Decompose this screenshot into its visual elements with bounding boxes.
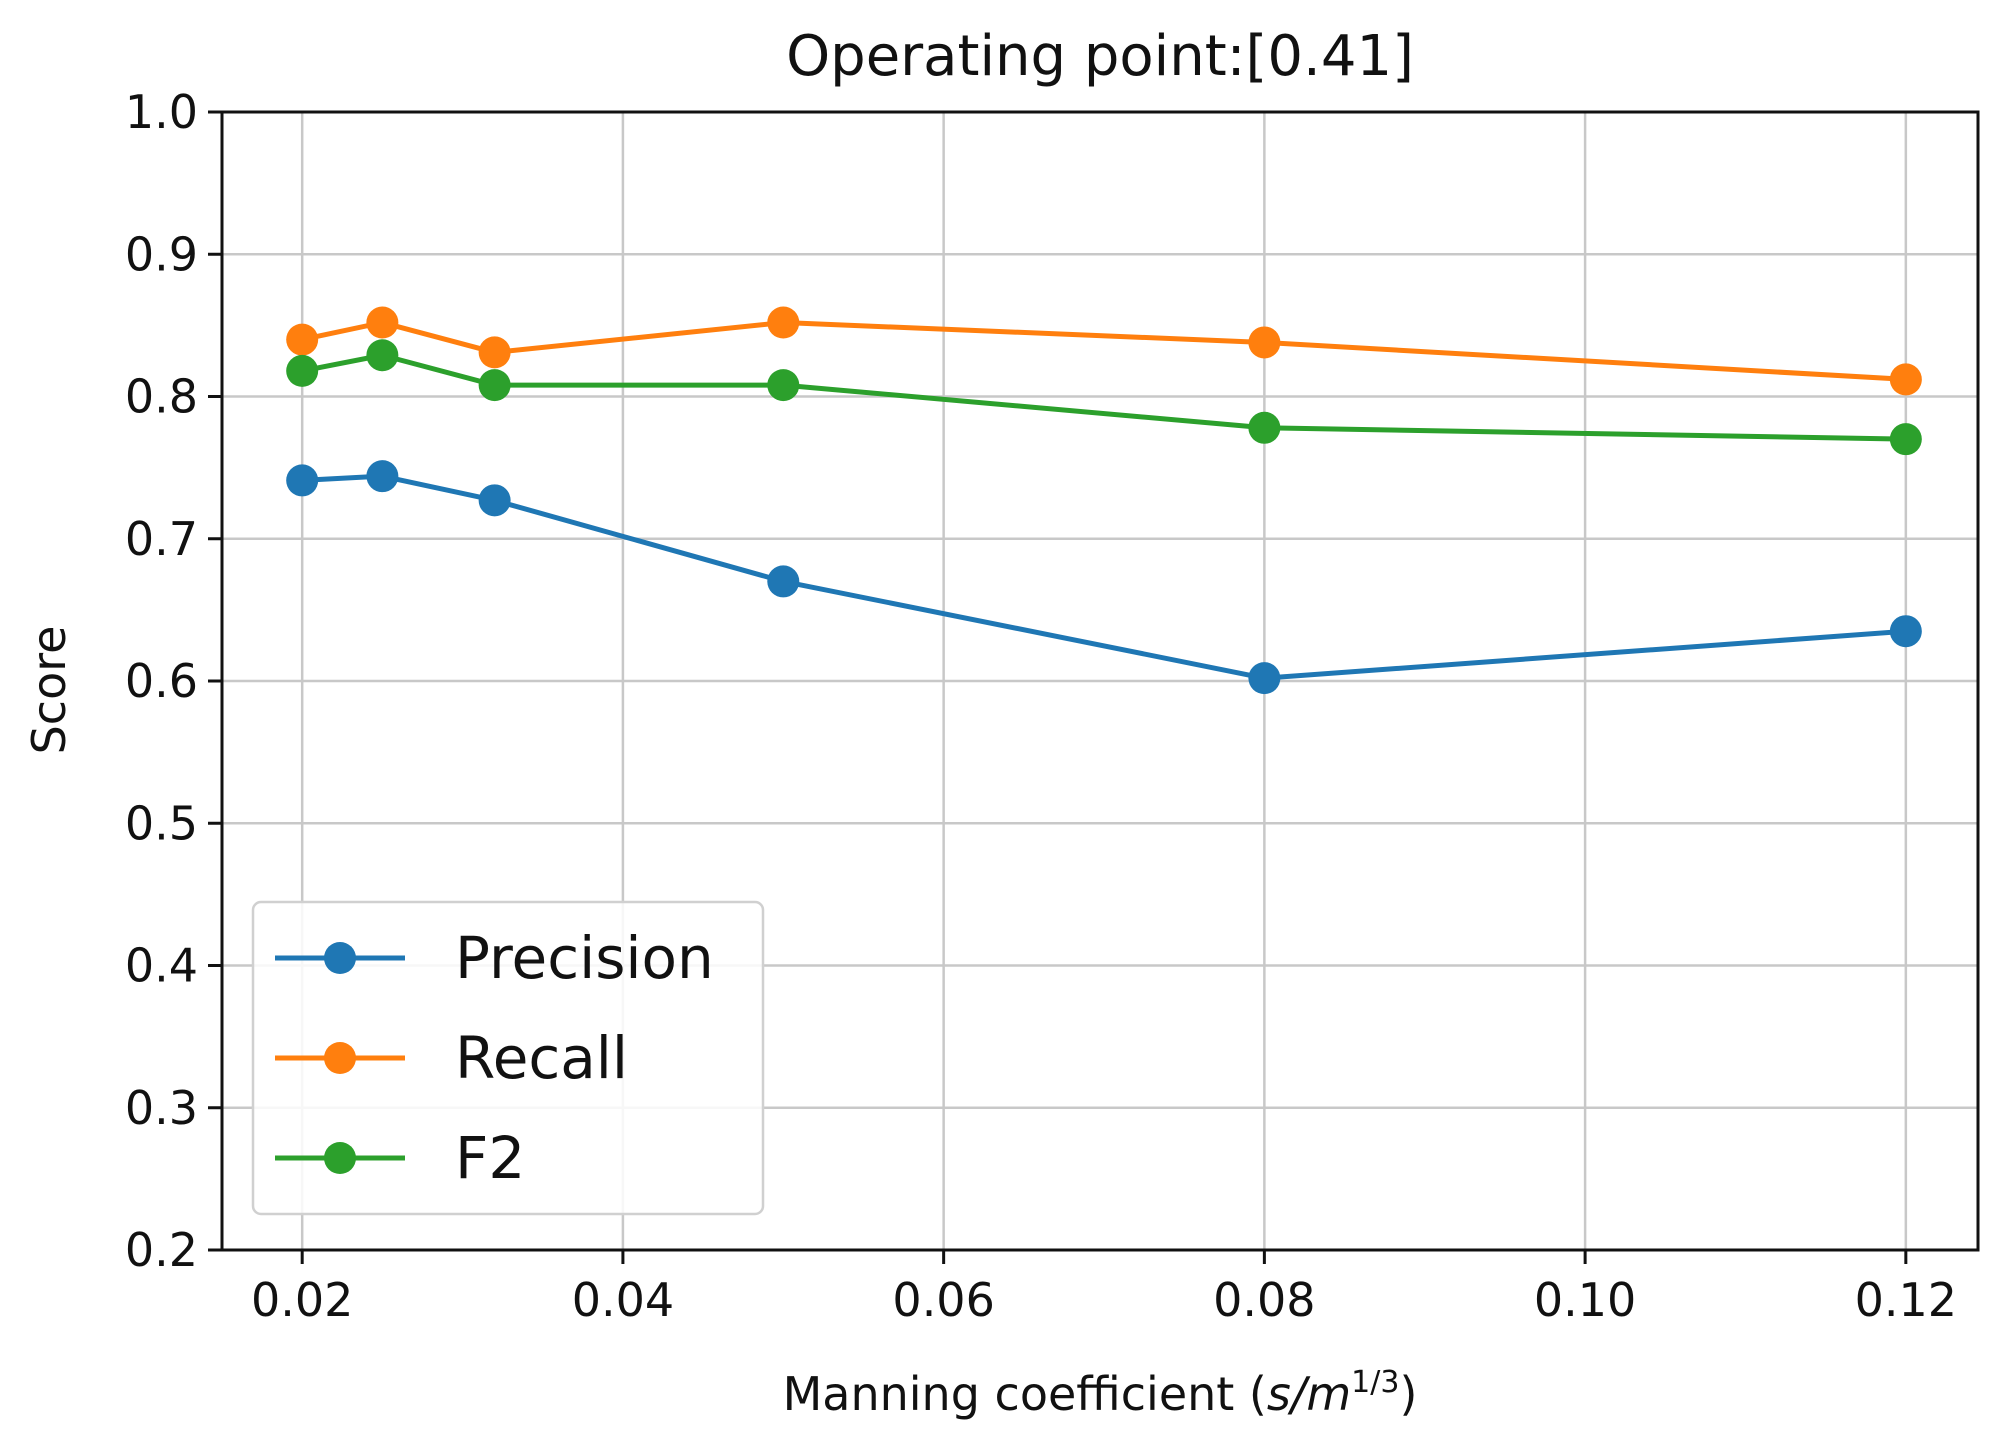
data-point-precision [1248,662,1281,695]
chart-title: Operating point:[0.41] [786,24,1414,89]
legend-label-recall: Recall [455,1024,628,1092]
x-axis-label-text: Manning coefficient ( [783,1367,1267,1421]
data-point-precision [286,464,319,497]
x-tick-label: 0.08 [1213,1273,1315,1327]
x-axis: 0.02 0.04 0.06 0.08 0.10 0.12 [251,1250,1957,1327]
y-tick-label: 0.5 [125,796,198,850]
data-point-recall [286,323,319,356]
data-point-precision [1889,615,1922,648]
data-point-f2 [1248,411,1281,444]
y-tick-label: 0.4 [125,939,198,993]
y-axis-label: Score [22,626,76,755]
y-tick-label: 0.7 [125,512,198,566]
legend-box [251,900,765,1216]
data-point-f2 [767,369,800,402]
data-point-f2 [1889,423,1922,456]
legend-label-precision: Precision [455,924,714,992]
data-point-precision [366,460,399,493]
x-tick-label: 0.04 [572,1273,674,1327]
y-tick-label: 0.8 [125,370,198,424]
data-point-precision [478,484,511,517]
y-tick-label: 0.6 [125,654,198,708]
data-point-f2 [366,339,399,372]
data-point-recall [1248,326,1281,359]
data-point-recall [366,306,399,339]
data-point-recall [1889,363,1922,396]
data-point-f2 [478,369,511,402]
y-tick-label: 0.9 [125,227,198,281]
y-axis: 0.2 0.3 0.4 0.5 0.6 0.7 0.8 0.9 1.0 [125,85,222,1277]
data-point-recall [478,336,511,369]
y-tick-label: 0.2 [125,1223,198,1277]
x-tick-label: 0.06 [892,1273,994,1327]
legend-marker-f2 [324,1142,356,1174]
x-axis-label-unit: s/m [1267,1367,1351,1421]
x-tick-label: 0.10 [1534,1273,1636,1327]
legend: Precision Recall F2 [251,900,765,1216]
x-axis-label-exponent: 1/3 [1351,1365,1399,1400]
data-point-precision [767,565,800,598]
y-tick-label: 0.3 [125,1081,198,1135]
data-point-f2 [286,354,319,387]
x-axis-label-close: ) [1399,1367,1417,1421]
x-tick-label: 0.02 [251,1273,353,1327]
data-point-recall [767,306,800,339]
data-points [286,306,1922,695]
grid [222,110,1978,1252]
y-tick-label: 1.0 [125,85,198,139]
legend-marker-precision [324,942,356,974]
legend-label-f2: F2 [455,1124,525,1192]
x-axis-label: Manning coefficient (s/m1/3) [783,1365,1418,1421]
legend-marker-recall [324,1042,356,1074]
x-tick-label: 0.12 [1855,1273,1957,1327]
